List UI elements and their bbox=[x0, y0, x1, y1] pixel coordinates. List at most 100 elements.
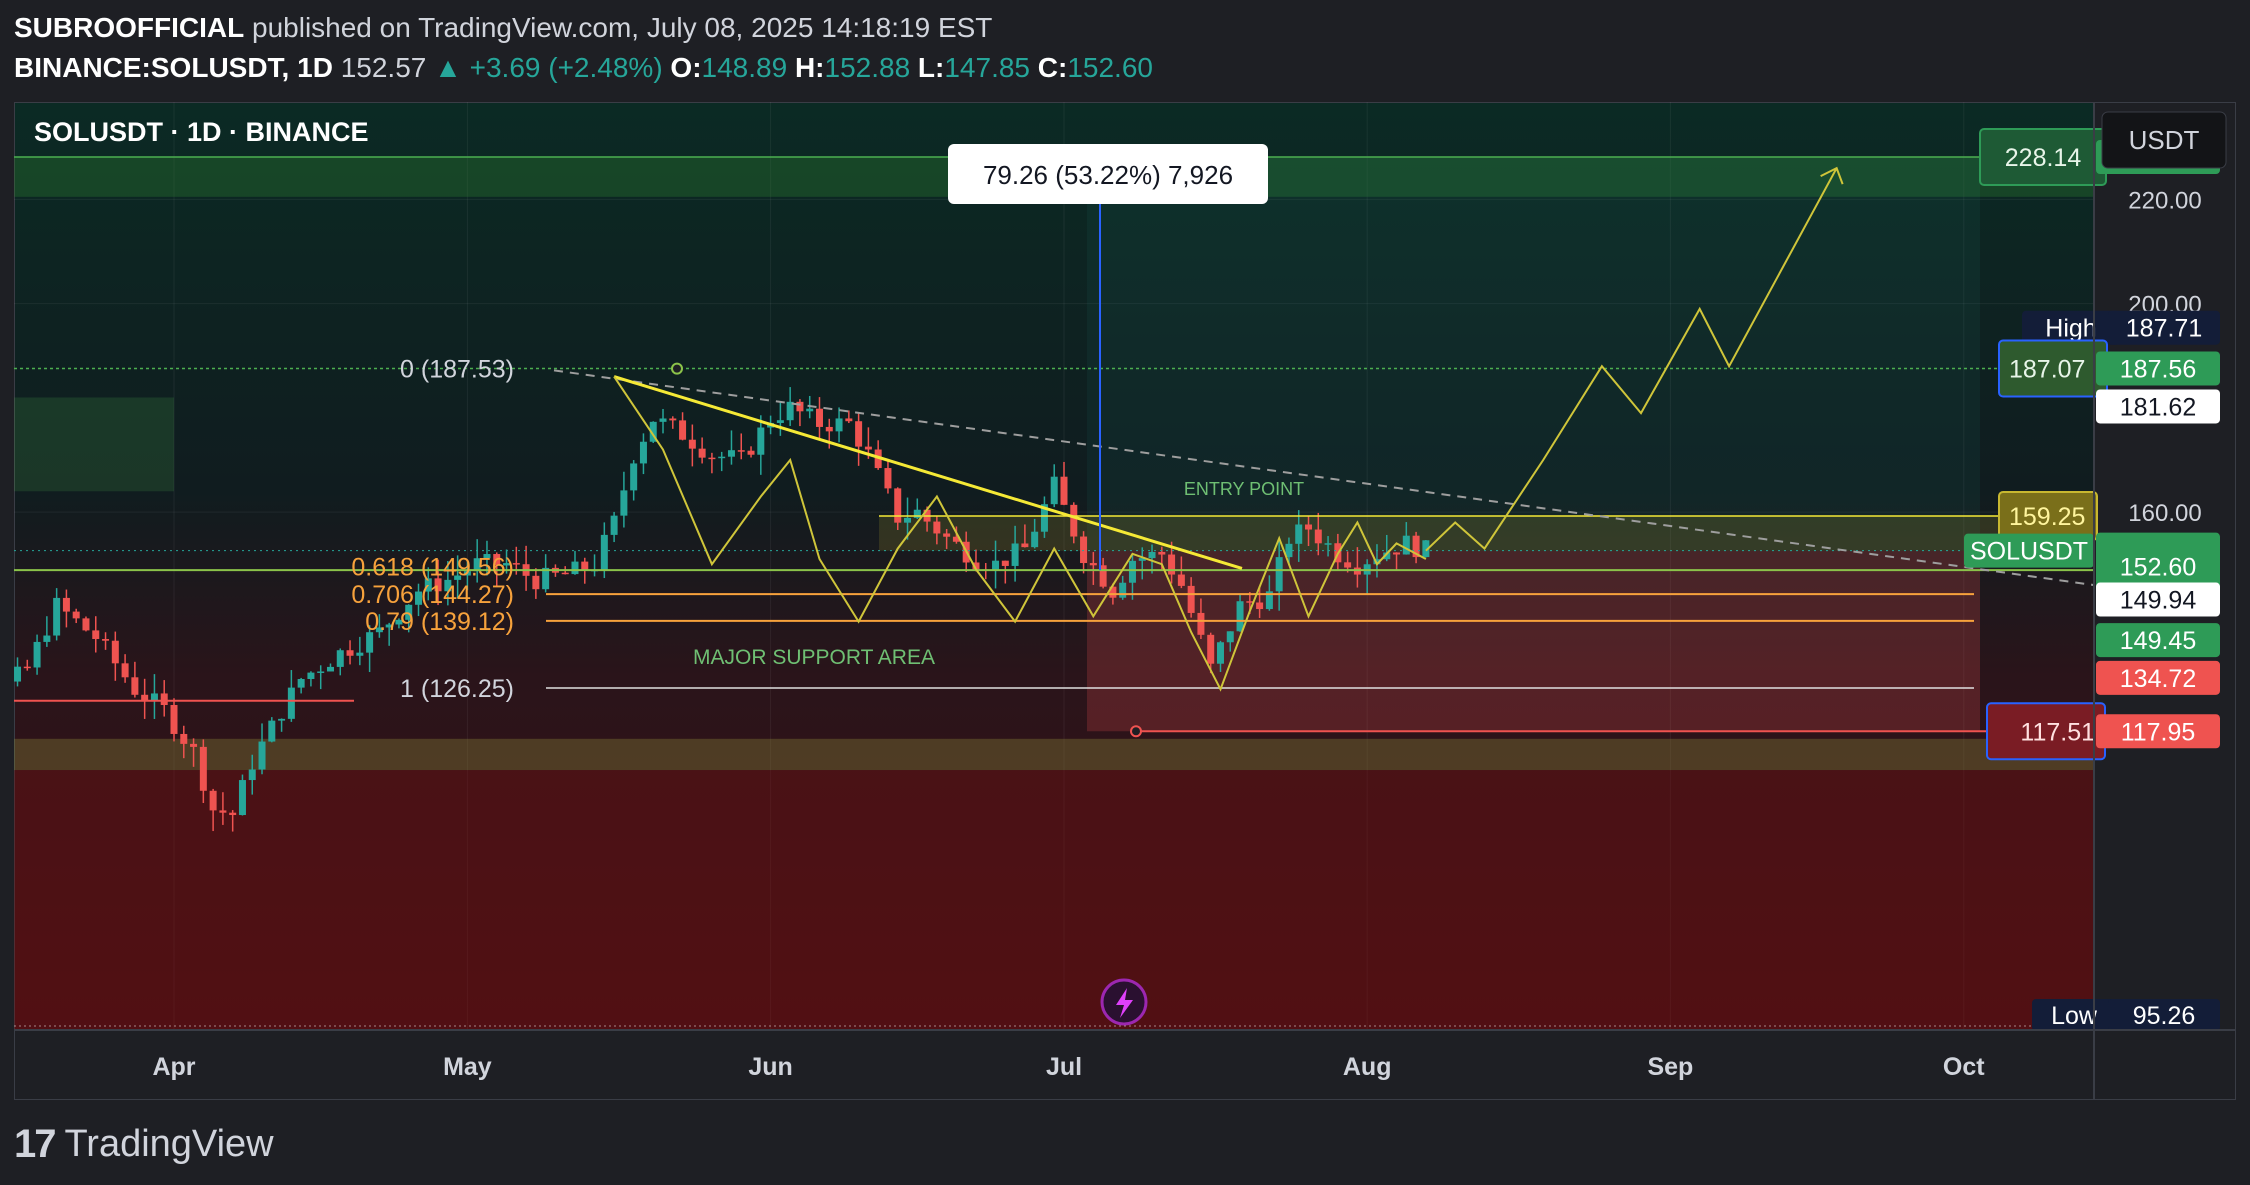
current-price-tag-text[interactable]: 152.60 bbox=[2120, 554, 2196, 582]
chart-labels: MAJOR SUPPORT AREA ENTRY POINT 0 (187.53) 0… bbox=[351, 356, 1304, 703]
candle-body bbox=[1109, 586, 1117, 598]
candle-body bbox=[102, 639, 110, 641]
candle-body bbox=[1128, 560, 1136, 583]
entry-top-tag-text[interactable]: 159.25 bbox=[2009, 503, 2085, 531]
price-chart[interactable]: MAJOR SUPPORT AREA ENTRY POINT 0 (187.53) 0… bbox=[0, 101, 2237, 1101]
x-tick-label[interactable]: Jul bbox=[1046, 1053, 1082, 1081]
candle-body bbox=[698, 448, 706, 458]
candle-body bbox=[190, 743, 198, 747]
candle-body bbox=[121, 663, 129, 678]
tradingview-logo-icon[interactable]: 17 bbox=[14, 1121, 56, 1166]
candle-body bbox=[845, 418, 853, 422]
candle-body bbox=[610, 515, 618, 535]
fib-anchor-marker bbox=[671, 362, 683, 375]
resistance-left-tag-text[interactable]: 187.07 bbox=[2009, 355, 2085, 383]
x-tick-label[interactable]: Oct bbox=[1943, 1053, 1985, 1081]
level-134-tag-text[interactable]: 134.72 bbox=[2120, 665, 2196, 693]
level-149-94-tag-text[interactable]: 149.94 bbox=[2120, 587, 2197, 615]
level-181-tag[interactable]: 181.62 bbox=[2096, 389, 2220, 424]
candle-body bbox=[1265, 591, 1273, 610]
candle-body bbox=[992, 560, 1000, 571]
stop-right-tag[interactable]: 117.95 bbox=[2096, 714, 2220, 749]
candle-body bbox=[855, 421, 863, 447]
resistance-right-tag-text[interactable]: 187.56 bbox=[2120, 355, 2196, 383]
candle-body bbox=[1216, 642, 1224, 664]
x-tick-label[interactable]: Apr bbox=[152, 1053, 195, 1081]
candle-body bbox=[708, 457, 716, 460]
target-left-tag[interactable]: 228.14 bbox=[1979, 128, 2107, 186]
level-134-tag[interactable]: 134.72 bbox=[2096, 660, 2220, 695]
left-supply-zone bbox=[14, 397, 174, 492]
resistance-right-tag[interactable]: 187.56 bbox=[2096, 351, 2220, 386]
stop-right-tag-bg bbox=[2096, 714, 2220, 749]
target-left-tag-text[interactable]: 228.14 bbox=[2005, 144, 2082, 172]
candle-body bbox=[943, 533, 951, 537]
entry-top-tag[interactable]: 159.25 bbox=[1998, 491, 2098, 542]
projection-path bbox=[1425, 167, 1838, 552]
candle-body bbox=[463, 571, 471, 576]
candle-body bbox=[14, 666, 22, 682]
stop-left-tag[interactable]: 117.51 bbox=[1986, 702, 2106, 761]
candle-body bbox=[806, 408, 814, 412]
level-181-tag-text[interactable]: 181.62 bbox=[2120, 393, 2196, 421]
zones bbox=[14, 157, 2094, 1030]
entry-point-label: ENTRY POINT bbox=[1184, 479, 1304, 499]
candle-body bbox=[776, 420, 784, 423]
low-label-tag-text[interactable]: Low bbox=[2051, 1002, 2098, 1030]
candle-body bbox=[297, 679, 305, 688]
candle-body bbox=[1177, 574, 1185, 586]
candle-body bbox=[815, 408, 823, 427]
low-value-tag-text[interactable]: 95.26 bbox=[2133, 1002, 2196, 1030]
high-value-tag-text[interactable]: 187.71 bbox=[2126, 315, 2202, 343]
price-change: ▲ +3.69 (+2.48%) bbox=[434, 52, 663, 83]
high-value-tag[interactable]: 187.71 bbox=[2108, 310, 2220, 345]
candle-body bbox=[1226, 631, 1234, 643]
level-149-45-tag-text[interactable]: 149.45 bbox=[2120, 627, 2196, 655]
low-value-tag[interactable]: 95.26 bbox=[2108, 999, 2220, 1031]
resistance-left-tag[interactable]: 187.07 bbox=[1998, 339, 2108, 398]
level-149-94-tag[interactable]: 149.94 bbox=[2096, 582, 2220, 617]
candle-body bbox=[581, 561, 589, 571]
candle-body bbox=[1275, 557, 1283, 592]
price-axis[interactable]: 220.00200.00160.00228.16228.14228.04High… bbox=[1964, 128, 2220, 1031]
x-tick-label[interactable]: Sep bbox=[1647, 1053, 1693, 1081]
candle-body bbox=[160, 693, 168, 705]
fib-0706-label: 0.706 (144.27) bbox=[351, 581, 514, 609]
candle-body bbox=[1256, 602, 1264, 610]
candle-body bbox=[1305, 524, 1313, 530]
currency-button[interactable]: USDT bbox=[2101, 111, 2227, 169]
stop-right-tag-text[interactable]: 117.95 bbox=[2121, 718, 2196, 746]
symbol-tag-text[interactable]: SOLUSDT bbox=[1970, 538, 2088, 566]
tradingview-name[interactable]: TradingView bbox=[64, 1122, 274, 1165]
candle-body bbox=[835, 418, 843, 432]
candle-body bbox=[669, 418, 677, 421]
candle-body bbox=[718, 456, 726, 459]
candle-body bbox=[229, 812, 237, 816]
candle-body bbox=[1344, 562, 1352, 568]
candle-body bbox=[679, 420, 687, 440]
candle-body bbox=[1324, 543, 1332, 545]
high-label-tag[interactable]: High bbox=[2022, 310, 2120, 345]
x-tick-label[interactable]: Aug bbox=[1343, 1053, 1392, 1081]
open-value: 148.89 bbox=[701, 52, 788, 83]
candle-body bbox=[317, 671, 325, 673]
chart-frame[interactable]: MAJOR SUPPORT AREA ENTRY POINT 0 (187.53) 0… bbox=[0, 101, 2237, 1101]
high-label-tag-text[interactable]: High bbox=[2045, 315, 2096, 343]
candle-body bbox=[786, 401, 794, 421]
author-name[interactable]: SUBROOFFICIAL bbox=[14, 12, 245, 43]
symbol-tag[interactable]: SOLUSDT bbox=[1964, 533, 2094, 568]
candle-body bbox=[72, 611, 80, 619]
branding[interactable]: 17 TradingView bbox=[14, 1118, 274, 1170]
x-tick-label[interactable]: Jun bbox=[748, 1053, 792, 1081]
candle-body bbox=[43, 635, 51, 642]
stop-left-tag-text[interactable]: 117.51 bbox=[2020, 718, 2095, 746]
candle-body bbox=[444, 579, 452, 592]
currency-label[interactable]: USDT bbox=[2129, 125, 2200, 155]
level-149-94-tag-bg bbox=[2096, 582, 2220, 617]
x-tick-label[interactable]: May bbox=[443, 1053, 492, 1081]
time-axis[interactable]: Apr May Jun Jul Aug Sep Oct bbox=[14, 102, 2236, 1100]
candle-body bbox=[336, 650, 344, 667]
low-label-tag[interactable]: Low bbox=[2032, 999, 2116, 1031]
alert-icon[interactable] bbox=[1100, 978, 1148, 1026]
level-149-45-tag[interactable]: 149.45 bbox=[2096, 623, 2220, 658]
